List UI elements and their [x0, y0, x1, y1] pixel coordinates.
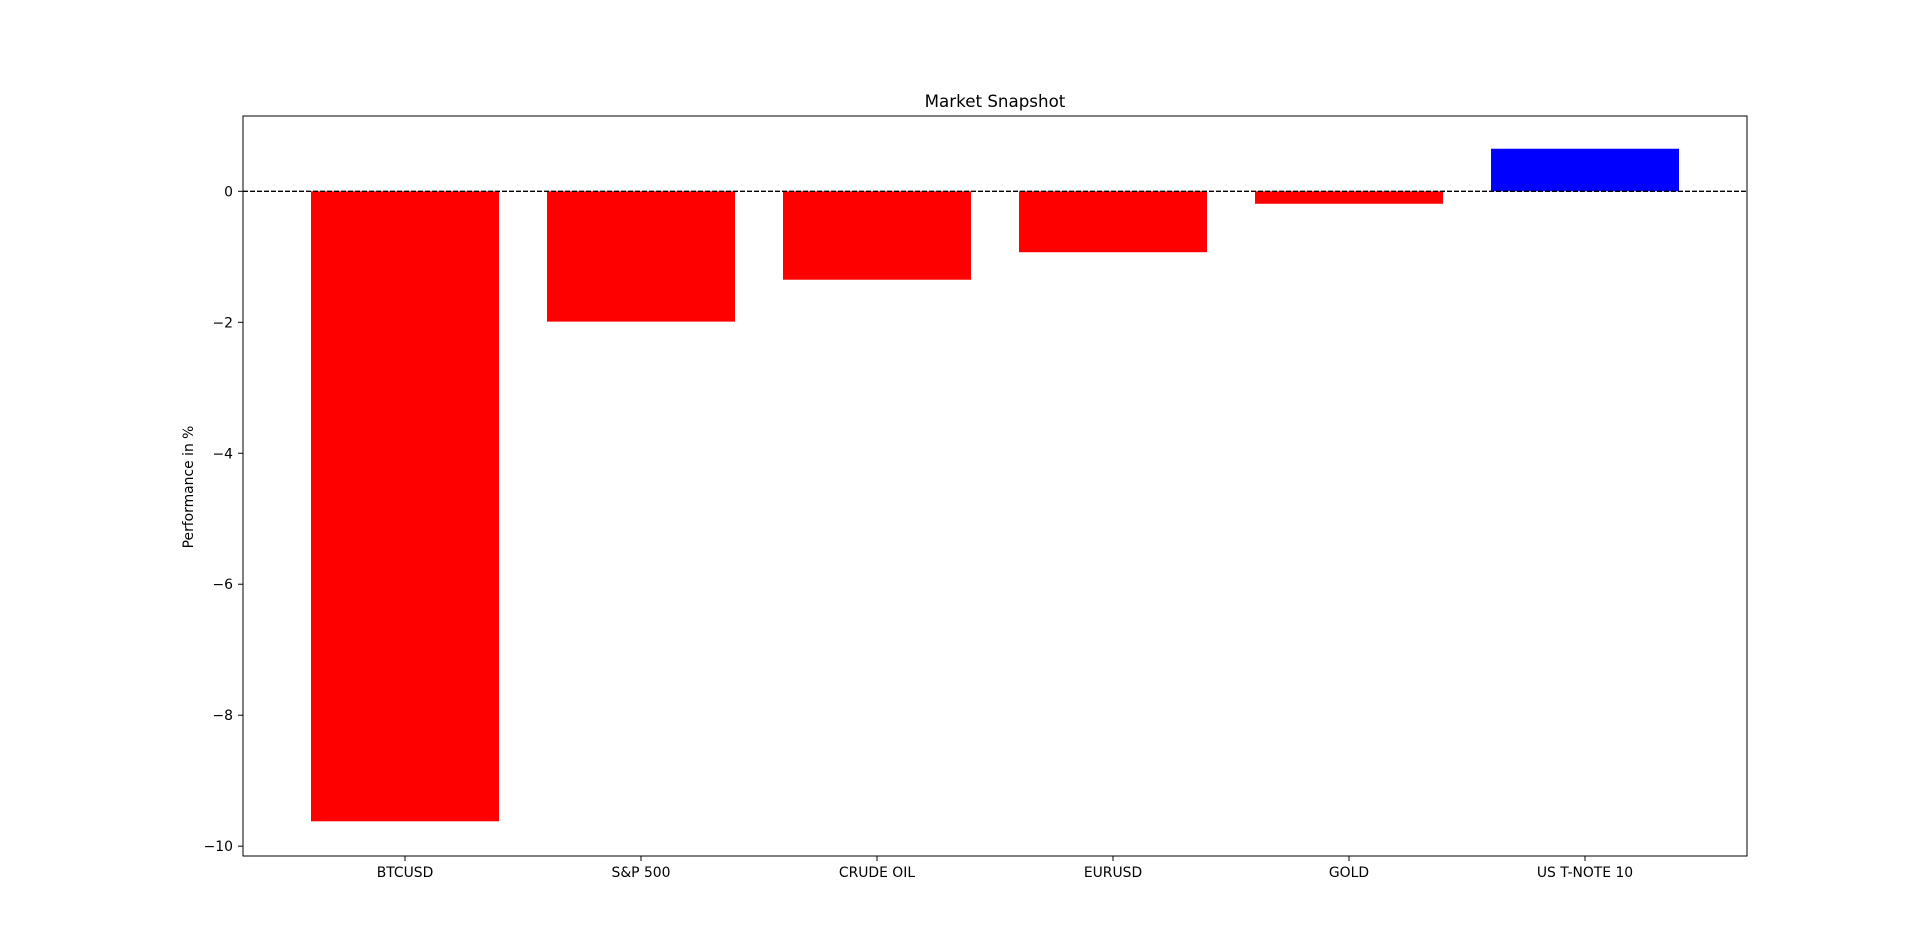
x-tick-label: BTCUSD	[377, 865, 434, 881]
bar-btcusd	[311, 191, 499, 822]
y-axis-label: Performance in %	[181, 426, 197, 549]
bar-series	[311, 148, 1679, 822]
bar-gold	[1255, 191, 1443, 204]
y-axis-ticks: 0 −2 −4 −6 −8 −10	[204, 184, 243, 855]
bar-crude-oil	[783, 191, 971, 280]
y-tick-label: −8	[213, 708, 233, 724]
y-tick-label: −4	[213, 446, 234, 462]
bar-us-t-note-10	[1491, 148, 1679, 192]
x-tick-label: CRUDE OIL	[839, 865, 915, 881]
y-tick-label: −2	[213, 315, 233, 331]
y-tick-label: −6	[213, 577, 233, 593]
x-tick-label: US T-NOTE 10	[1537, 865, 1633, 881]
plot-area-frame	[242, 115, 1748, 857]
bar-eurusd	[1019, 191, 1207, 253]
y-tick-label: 0	[224, 184, 233, 200]
x-tick-label: GOLD	[1329, 865, 1369, 881]
bar-s-p-500	[547, 191, 735, 322]
x-axis-ticks: BTCUSD S&P 500 CRUDE OIL EURUSD GOLD US T-NOT…	[377, 856, 1633, 881]
x-tick-label: EURUSD	[1084, 865, 1142, 881]
y-tick-label: −10	[204, 839, 233, 855]
chart-title: Market Snapshot	[925, 91, 1066, 111]
x-tick-label: S&P 500	[612, 865, 671, 881]
